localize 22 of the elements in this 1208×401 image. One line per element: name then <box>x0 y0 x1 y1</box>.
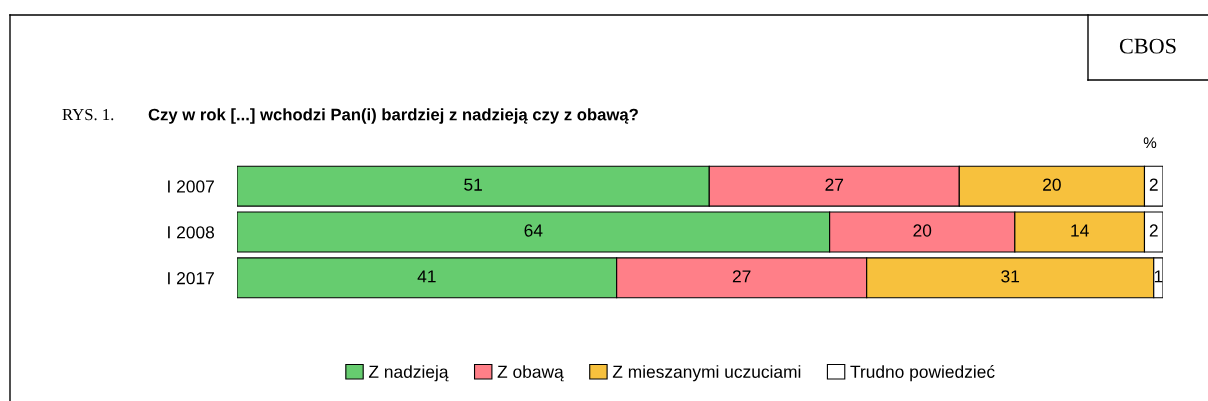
data-label: 64 <box>524 224 543 237</box>
data-label: 27 <box>732 270 751 283</box>
data-label: 2 <box>1149 224 1158 237</box>
y-tick-label: I 2008 <box>168 226 215 239</box>
data-label: 27 <box>825 178 844 191</box>
legend-label: Z obawą <box>497 365 564 382</box>
data-label: 20 <box>1043 178 1061 191</box>
data-label: 41 <box>417 270 436 283</box>
data-label: 20 <box>913 224 932 237</box>
chart-title: Czy w rok [...] wchodzi Pan(i) bardziej z nadzieją czy z obawą? <box>148 108 638 124</box>
text: RYS. 1. <box>62 108 114 121</box>
text: CBOS <box>1119 38 1176 54</box>
legend-label: Trudno powiedzieć <box>850 364 995 382</box>
legend-label: Z mieszanymi uczuciami <box>612 365 801 382</box>
data-label: 51 <box>464 178 482 191</box>
data-label: 14 <box>1071 224 1089 237</box>
legend-label: Z nadzieją <box>368 365 449 382</box>
data-label: 31 <box>1001 270 1020 283</box>
data-label: 2 <box>1149 178 1158 191</box>
y-tick-label: I 2017 <box>168 272 214 285</box>
y-tick-label: I 2007 <box>168 180 214 193</box>
text: % <box>1143 137 1157 149</box>
